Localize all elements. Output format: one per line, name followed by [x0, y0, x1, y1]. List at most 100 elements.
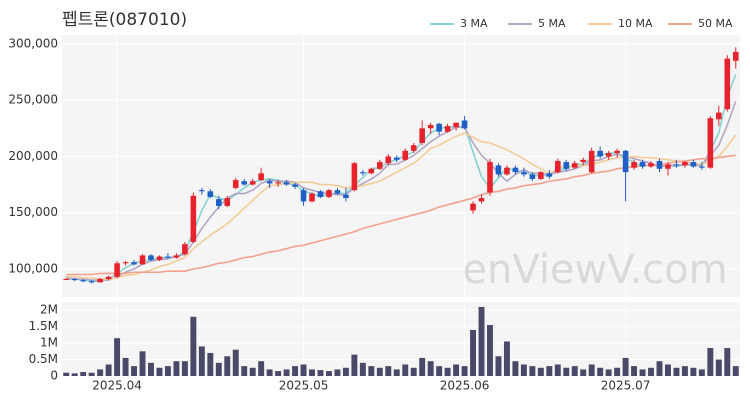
candle-body [732, 51, 739, 61]
x-tick-label: 2025.04 [92, 379, 142, 393]
volume-bar [122, 357, 129, 376]
candle-body [207, 191, 214, 197]
candle-body [393, 157, 400, 160]
volume-bar [580, 369, 587, 376]
volume-bar [215, 362, 222, 376]
volume-bar [470, 329, 477, 376]
candle-body [215, 199, 222, 206]
candle-body [410, 145, 417, 151]
candle-body [351, 163, 358, 191]
volume-bar [554, 364, 561, 376]
volume-bar [114, 338, 121, 376]
volume-bar [605, 369, 612, 376]
volume-bar [461, 366, 468, 376]
volume-bar [275, 371, 282, 376]
candle-body [419, 128, 425, 143]
candle-body [487, 162, 493, 193]
candle-body [690, 162, 697, 167]
candle-body [504, 167, 510, 175]
candle-body [224, 198, 231, 206]
volume-bar [173, 361, 180, 376]
candle-body [131, 262, 137, 265]
candle-body [622, 150, 629, 173]
candle-body [631, 162, 637, 168]
y2-tick-label: 1M [40, 336, 58, 350]
volume-bar [80, 372, 87, 376]
volume-bar [715, 359, 722, 376]
x-tick-label: 2025.07 [601, 379, 651, 393]
volume-bar [105, 364, 112, 376]
candle-body [512, 167, 519, 173]
candle-body [529, 174, 536, 179]
candle-body [173, 255, 180, 258]
volume-bar [614, 367, 621, 376]
candle-body [436, 123, 442, 132]
legend-label: 10 MA [618, 17, 653, 30]
volume-panel [62, 302, 740, 376]
volume-bar [325, 371, 332, 376]
y2-tick-label: 0 [50, 369, 58, 383]
legend-label: 3 MA [460, 17, 488, 30]
y-tick-label: 150,000 [8, 205, 58, 219]
volume-bar [63, 372, 70, 376]
volume-bar [249, 367, 256, 376]
candle-body [232, 180, 239, 188]
candle-body [241, 181, 248, 185]
volume-bar [317, 370, 324, 376]
candle-body [478, 198, 485, 202]
volume-bar [334, 369, 341, 376]
candle-body [724, 58, 731, 110]
volume-bar [512, 361, 519, 376]
volume-bar [393, 369, 400, 376]
candle-body [453, 122, 459, 128]
candle-body [377, 162, 383, 169]
candle-body [71, 279, 78, 281]
candle-body [682, 162, 688, 166]
volume-bar [156, 367, 163, 376]
candle-body [63, 279, 70, 281]
watermark: enViewV.com [462, 247, 727, 293]
candle-body [190, 195, 197, 242]
volume-bar [427, 361, 434, 376]
y-tick-label: 200,000 [8, 149, 58, 163]
volume-bar [444, 367, 451, 376]
candle-body [716, 112, 722, 120]
volume-bar [436, 366, 443, 376]
volume-bar [283, 369, 290, 376]
volume-bar [690, 367, 697, 376]
candle-body [309, 193, 315, 202]
y2-tick-label: 0.5M [29, 352, 58, 366]
candle-body [105, 276, 112, 280]
volume-bar [241, 366, 248, 376]
volume-bar [232, 349, 239, 376]
candle-body [156, 256, 163, 260]
candle-body [80, 280, 86, 282]
volume-bar [198, 346, 205, 376]
volume-bar [131, 366, 138, 376]
candle-body [360, 172, 366, 174]
volume-bar [181, 361, 188, 376]
candle-body [673, 164, 680, 166]
x-tick-label: 2025.05 [279, 379, 329, 393]
volume-bar [300, 364, 307, 376]
candle-body [656, 160, 663, 169]
legend-label: 5 MA [538, 17, 566, 30]
y-tick-label: 300,000 [8, 36, 58, 50]
candle-body [648, 163, 654, 167]
candle-body [427, 124, 434, 129]
chart-title: 펩트론(087010) [62, 10, 187, 30]
volume-bar [597, 367, 604, 376]
volume-bar [190, 316, 197, 376]
candle-body [148, 255, 154, 260]
x-tick-label: 2025.06 [440, 379, 490, 393]
volume-bar [707, 348, 714, 376]
volume-bar [503, 341, 510, 376]
candle-body [614, 150, 620, 154]
volume-bar [419, 357, 426, 376]
candle-body [461, 120, 468, 129]
candle-body [538, 172, 544, 179]
candle-body [300, 190, 307, 202]
volume-bar [359, 362, 366, 376]
candle-body [521, 172, 527, 175]
